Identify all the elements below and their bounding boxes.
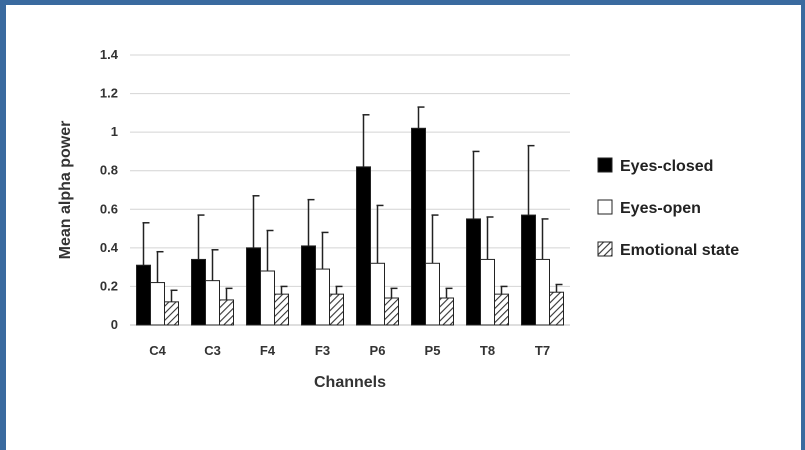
legend-label: Eyes-open (620, 200, 701, 217)
legend: Eyes-closed Eyes-open Emotional state (597, 157, 739, 259)
x-tick-label: C3 (204, 343, 221, 358)
legend-swatch (597, 157, 613, 173)
x-tick-label: P6 (370, 343, 386, 358)
bar-emotional-state (164, 301, 179, 326)
bar-emotional-state (384, 297, 399, 326)
bar-eyes-closed (246, 247, 261, 326)
y-tick-label: 1.4 (100, 47, 119, 62)
x-tick-label: F4 (260, 343, 276, 358)
bar-eyes-closed (301, 245, 316, 326)
bar-eyes-open (260, 270, 275, 326)
x-tick-label: F3 (315, 343, 330, 358)
bar-emotional-state (549, 291, 564, 326)
x-tick-label: T7 (535, 343, 550, 358)
y-tick-label: 0.4 (100, 240, 119, 255)
bar-eyes-open (150, 282, 165, 326)
bar-eyes-closed (191, 258, 206, 326)
y-tick-label: 0.2 (100, 278, 118, 293)
chart-area: 0 0.2 0.4 0.6 0.8 1 1.2 1.4 C4 C3 F4 F3 P6 P5 T8 T7 Me… (30, 30, 790, 410)
y-axis-title: Mean alpha power (57, 121, 74, 260)
y-tick-label: 1 (111, 124, 118, 139)
bar-eyes-open (205, 280, 220, 326)
legend-label: Eyes-closed (620, 158, 713, 175)
y-tick-label: 1.2 (100, 86, 118, 101)
x-tick-label: T8 (480, 343, 495, 358)
legend-swatch (597, 199, 613, 215)
y-tick-label: 0.6 (100, 201, 118, 216)
bar-eyes-open (480, 258, 495, 326)
bar-emotional-state (219, 299, 234, 326)
bar-emotional-state (439, 297, 454, 326)
bar-emotional-state (274, 293, 289, 326)
y-tick-labels: 0 0.2 0.4 0.6 0.8 1 1.2 1.4 (100, 47, 119, 332)
bar-eyes-open (370, 262, 385, 326)
bar-eyes-closed (466, 218, 481, 326)
bar-eyes-closed (521, 214, 536, 326)
error-bars (142, 106, 563, 302)
y-tick-label: 0.8 (100, 163, 118, 178)
x-tick-labels: C4 C3 F4 F3 P6 P5 T8 T7 (149, 343, 550, 358)
bars (136, 127, 564, 326)
x-tick-label: P5 (425, 343, 441, 358)
y-tick-label: 0 (111, 317, 118, 332)
bar-eyes-open (425, 262, 440, 326)
bar-eyes-closed (136, 264, 151, 326)
bar-eyes-open (535, 258, 550, 326)
bar-eyes-closed (356, 166, 371, 326)
bar-eyes-closed (411, 127, 426, 326)
x-axis-title: Channels (314, 374, 386, 391)
bar-eyes-open (315, 268, 330, 326)
legend-label: Emotional state (620, 242, 739, 259)
legend-swatch (597, 241, 613, 257)
bar-emotional-state (494, 293, 509, 326)
x-tick-label: C4 (149, 343, 166, 358)
bar-chart: 0 0.2 0.4 0.6 0.8 1 1.2 1.4 C4 C3 F4 F3 P6 P5 T8 T7 Me… (57, 47, 739, 391)
bar-emotional-state (329, 293, 344, 326)
